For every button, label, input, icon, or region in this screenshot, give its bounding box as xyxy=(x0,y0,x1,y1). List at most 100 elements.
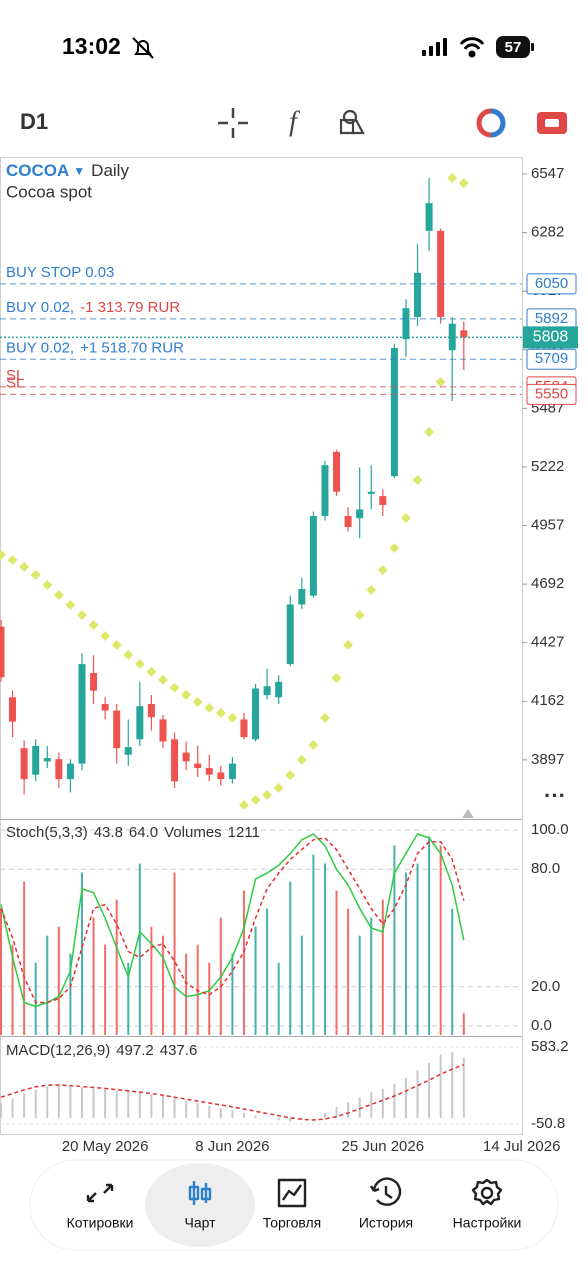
y-tick-label: 3897 xyxy=(531,751,564,768)
volume-bar xyxy=(358,935,361,1035)
y-tick-label: 4692 xyxy=(531,575,564,592)
y-tick-label: 20.0 xyxy=(531,978,560,995)
tab-icon[interactable] xyxy=(369,1177,402,1206)
trade-button[interactable] xyxy=(476,108,506,138)
candle-body xyxy=(217,772,225,780)
tab-label[interactable]: Чарт xyxy=(184,1215,216,1231)
y-tick-label: 5222 xyxy=(531,458,564,475)
sar-dot xyxy=(320,712,330,723)
tab-label[interactable]: Торговля xyxy=(263,1215,321,1231)
macd-bar xyxy=(370,1092,373,1118)
macd-bar xyxy=(11,1098,14,1118)
candle-body xyxy=(344,516,352,528)
indicator-value: 497.2 xyxy=(116,1042,154,1059)
tab-highlight xyxy=(145,1163,255,1247)
tab-icon[interactable] xyxy=(277,1178,307,1208)
volume-bar xyxy=(242,890,245,1035)
candle-body xyxy=(414,272,422,318)
candle-body xyxy=(78,664,86,764)
candle-body xyxy=(124,747,132,755)
volume-bar xyxy=(161,935,164,1035)
sar-dot xyxy=(65,599,76,610)
macd-bar xyxy=(46,1086,49,1118)
volume-bar xyxy=(0,908,2,1035)
volume-title: Volumes xyxy=(164,824,222,841)
macd-bar xyxy=(196,1103,199,1118)
sar-dot xyxy=(134,658,145,669)
candle-body xyxy=(309,516,317,596)
tab-icon[interactable] xyxy=(188,1181,212,1205)
x-tick-label: 8 Jun 2026 xyxy=(195,1138,269,1155)
price-tag-label: 6050 xyxy=(535,275,568,292)
candle-body xyxy=(252,688,260,740)
candle-body xyxy=(367,491,375,494)
sar-dot xyxy=(250,794,261,805)
x-tick-label: 20 May 2026 xyxy=(62,1138,149,1155)
timeframe[interactable]: D1 xyxy=(20,109,48,134)
volume-bar xyxy=(439,845,442,1035)
sar-dot xyxy=(239,800,249,810)
objects-button[interactable] xyxy=(339,109,365,135)
macd-bar xyxy=(127,1091,130,1118)
sar-dot xyxy=(204,702,215,713)
x-tick-label: 25 Jun 2026 xyxy=(342,1138,425,1155)
indicator-value: 437.6 xyxy=(160,1042,198,1059)
battery-tip xyxy=(531,43,534,51)
sar-dot xyxy=(77,610,87,621)
plot-layer: 6547628260175752548752224957469244274162… xyxy=(0,165,578,1155)
volume-bar xyxy=(289,881,292,1035)
sar-dot xyxy=(123,649,134,660)
candle-body xyxy=(425,203,433,231)
macd-bar xyxy=(69,1086,72,1118)
volume-bar xyxy=(92,917,95,1035)
line xyxy=(0,1064,465,1121)
macd-bar xyxy=(416,1070,419,1118)
tab-label[interactable]: История xyxy=(359,1215,413,1231)
sar-dot xyxy=(53,589,64,600)
macd-bar xyxy=(161,1095,164,1118)
y-tick-label: 4162 xyxy=(531,692,564,709)
volume-bar xyxy=(69,953,72,1035)
macd-bar xyxy=(138,1092,141,1118)
macd-bar xyxy=(92,1088,95,1118)
tab-label[interactable]: Котировки xyxy=(67,1215,134,1231)
candle-body xyxy=(333,451,341,492)
sar-dot xyxy=(88,620,99,630)
indicator-value: 43.8 xyxy=(94,824,123,841)
sar-dot xyxy=(111,639,122,650)
sar-dot xyxy=(447,173,458,183)
candle-body xyxy=(90,672,98,691)
description: Cocoa spot xyxy=(6,182,92,201)
macd-bar xyxy=(208,1105,211,1118)
sar-dot xyxy=(412,475,423,485)
candle-body xyxy=(205,768,213,775)
crosshair-button[interactable] xyxy=(218,108,248,138)
tab-label[interactable]: Настройки xyxy=(453,1215,522,1231)
macd-bar xyxy=(57,1085,60,1118)
order-type: BUY STOP 0.03 xyxy=(6,264,114,281)
volume-bar xyxy=(323,863,326,1035)
candle-body xyxy=(113,710,121,749)
candle-body xyxy=(194,763,202,769)
y-tick-label: 6547 xyxy=(531,165,564,182)
symbol-menu: ▼ xyxy=(73,164,85,178)
candle-body xyxy=(43,758,51,762)
sar-dot xyxy=(331,673,342,684)
tab-icon[interactable] xyxy=(471,1178,503,1206)
candle-body xyxy=(147,703,155,718)
candle-body xyxy=(20,748,28,780)
order-type: SL xyxy=(6,367,24,384)
indicators-button[interactable]: f xyxy=(289,106,300,137)
sar-dot xyxy=(19,561,30,572)
sar-dot xyxy=(458,178,469,189)
sar-dot xyxy=(7,555,18,565)
tab-icon[interactable] xyxy=(86,1183,114,1203)
volume-bar xyxy=(80,872,83,1035)
volume-bar xyxy=(335,890,338,1035)
macd-bar xyxy=(231,1110,234,1118)
volume-value: 1211 xyxy=(228,824,260,841)
y-tick-label: 6282 xyxy=(531,224,564,241)
account-button[interactable] xyxy=(537,112,567,134)
order-label: SL xyxy=(6,367,24,384)
more-button[interactable]: ··· xyxy=(544,783,566,808)
